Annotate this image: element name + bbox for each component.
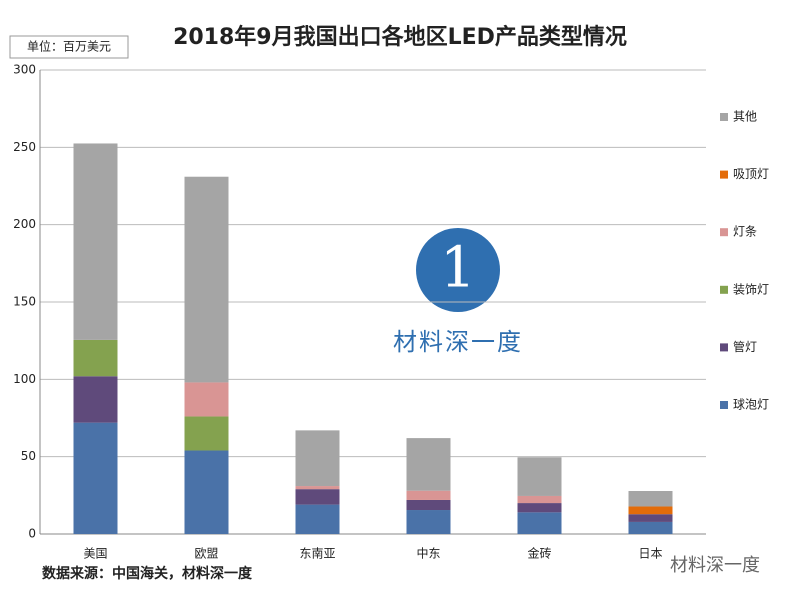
source-note: 数据来源：中国海关，材料深一度 <box>42 565 253 582</box>
legend-label: 吸顶灯 <box>733 167 769 181</box>
watermark: 材料深一度 <box>393 328 523 356</box>
legend-swatch <box>720 401 728 409</box>
legend-swatch <box>720 170 728 179</box>
legend-label: 装饰灯 <box>733 282 769 296</box>
bar-segment <box>406 490 451 500</box>
legend-label: 灯条 <box>733 225 757 239</box>
x-tick-label: 欧盟 <box>194 547 218 561</box>
x-tick-label: 中东 <box>416 546 440 561</box>
legend-label: 管灯 <box>733 339 757 354</box>
bar-segment <box>517 495 562 504</box>
bar-segment <box>295 504 340 534</box>
bar-segment <box>628 506 673 515</box>
bar-segment <box>517 512 562 534</box>
bar-segment <box>406 438 451 491</box>
y-tick-label: 200 <box>13 217 36 231</box>
y-tick-label: 0 <box>28 527 36 541</box>
legend-swatch <box>720 285 728 294</box>
bar-segment <box>184 450 229 534</box>
bar-segment <box>184 416 229 451</box>
corner-watermark: 材料深一度 <box>670 555 760 576</box>
y-tick-label: 100 <box>13 372 36 386</box>
bar-segment <box>517 503 562 513</box>
bar-segment <box>406 510 451 534</box>
legend-swatch <box>720 113 728 121</box>
legend-label: 其他 <box>733 110 757 124</box>
chart-title: 2018年9月我国出口各地区LED产品类型情况 <box>173 24 627 50</box>
bar-segment <box>184 176 229 383</box>
x-tick-label: 金砖 <box>527 546 551 561</box>
bar-segment <box>184 382 229 417</box>
bar-segment <box>73 339 118 377</box>
y-tick-label: 300 <box>13 63 36 77</box>
watermark-logo-glyph: 1 <box>440 236 476 301</box>
bar-segment <box>628 491 673 507</box>
legend-swatch <box>720 228 728 237</box>
unit-label: 单位：百万美元 <box>27 39 111 54</box>
y-tick-label: 50 <box>21 449 36 463</box>
bar-segment <box>628 521 673 534</box>
x-tick-label: 日本 <box>638 547 662 561</box>
bar-segment <box>73 143 118 340</box>
legend-label: 球泡灯 <box>733 398 769 412</box>
bar-segment <box>406 499 451 511</box>
bar-segment <box>73 422 118 534</box>
legend-swatch <box>720 343 728 352</box>
bar-segment <box>295 430 340 487</box>
y-tick-label: 150 <box>13 295 36 309</box>
y-tick-label: 250 <box>13 140 36 154</box>
bar-segment <box>73 376 118 423</box>
bar-segment <box>628 514 673 522</box>
unit-box <box>9 35 129 59</box>
x-tick-label: 美国 <box>83 547 107 561</box>
bar-segment <box>295 489 340 505</box>
bar-segment <box>517 457 562 496</box>
x-tick-label: 东南亚 <box>299 546 335 561</box>
bar-segment <box>295 486 340 490</box>
watermark-logo <box>416 228 500 312</box>
